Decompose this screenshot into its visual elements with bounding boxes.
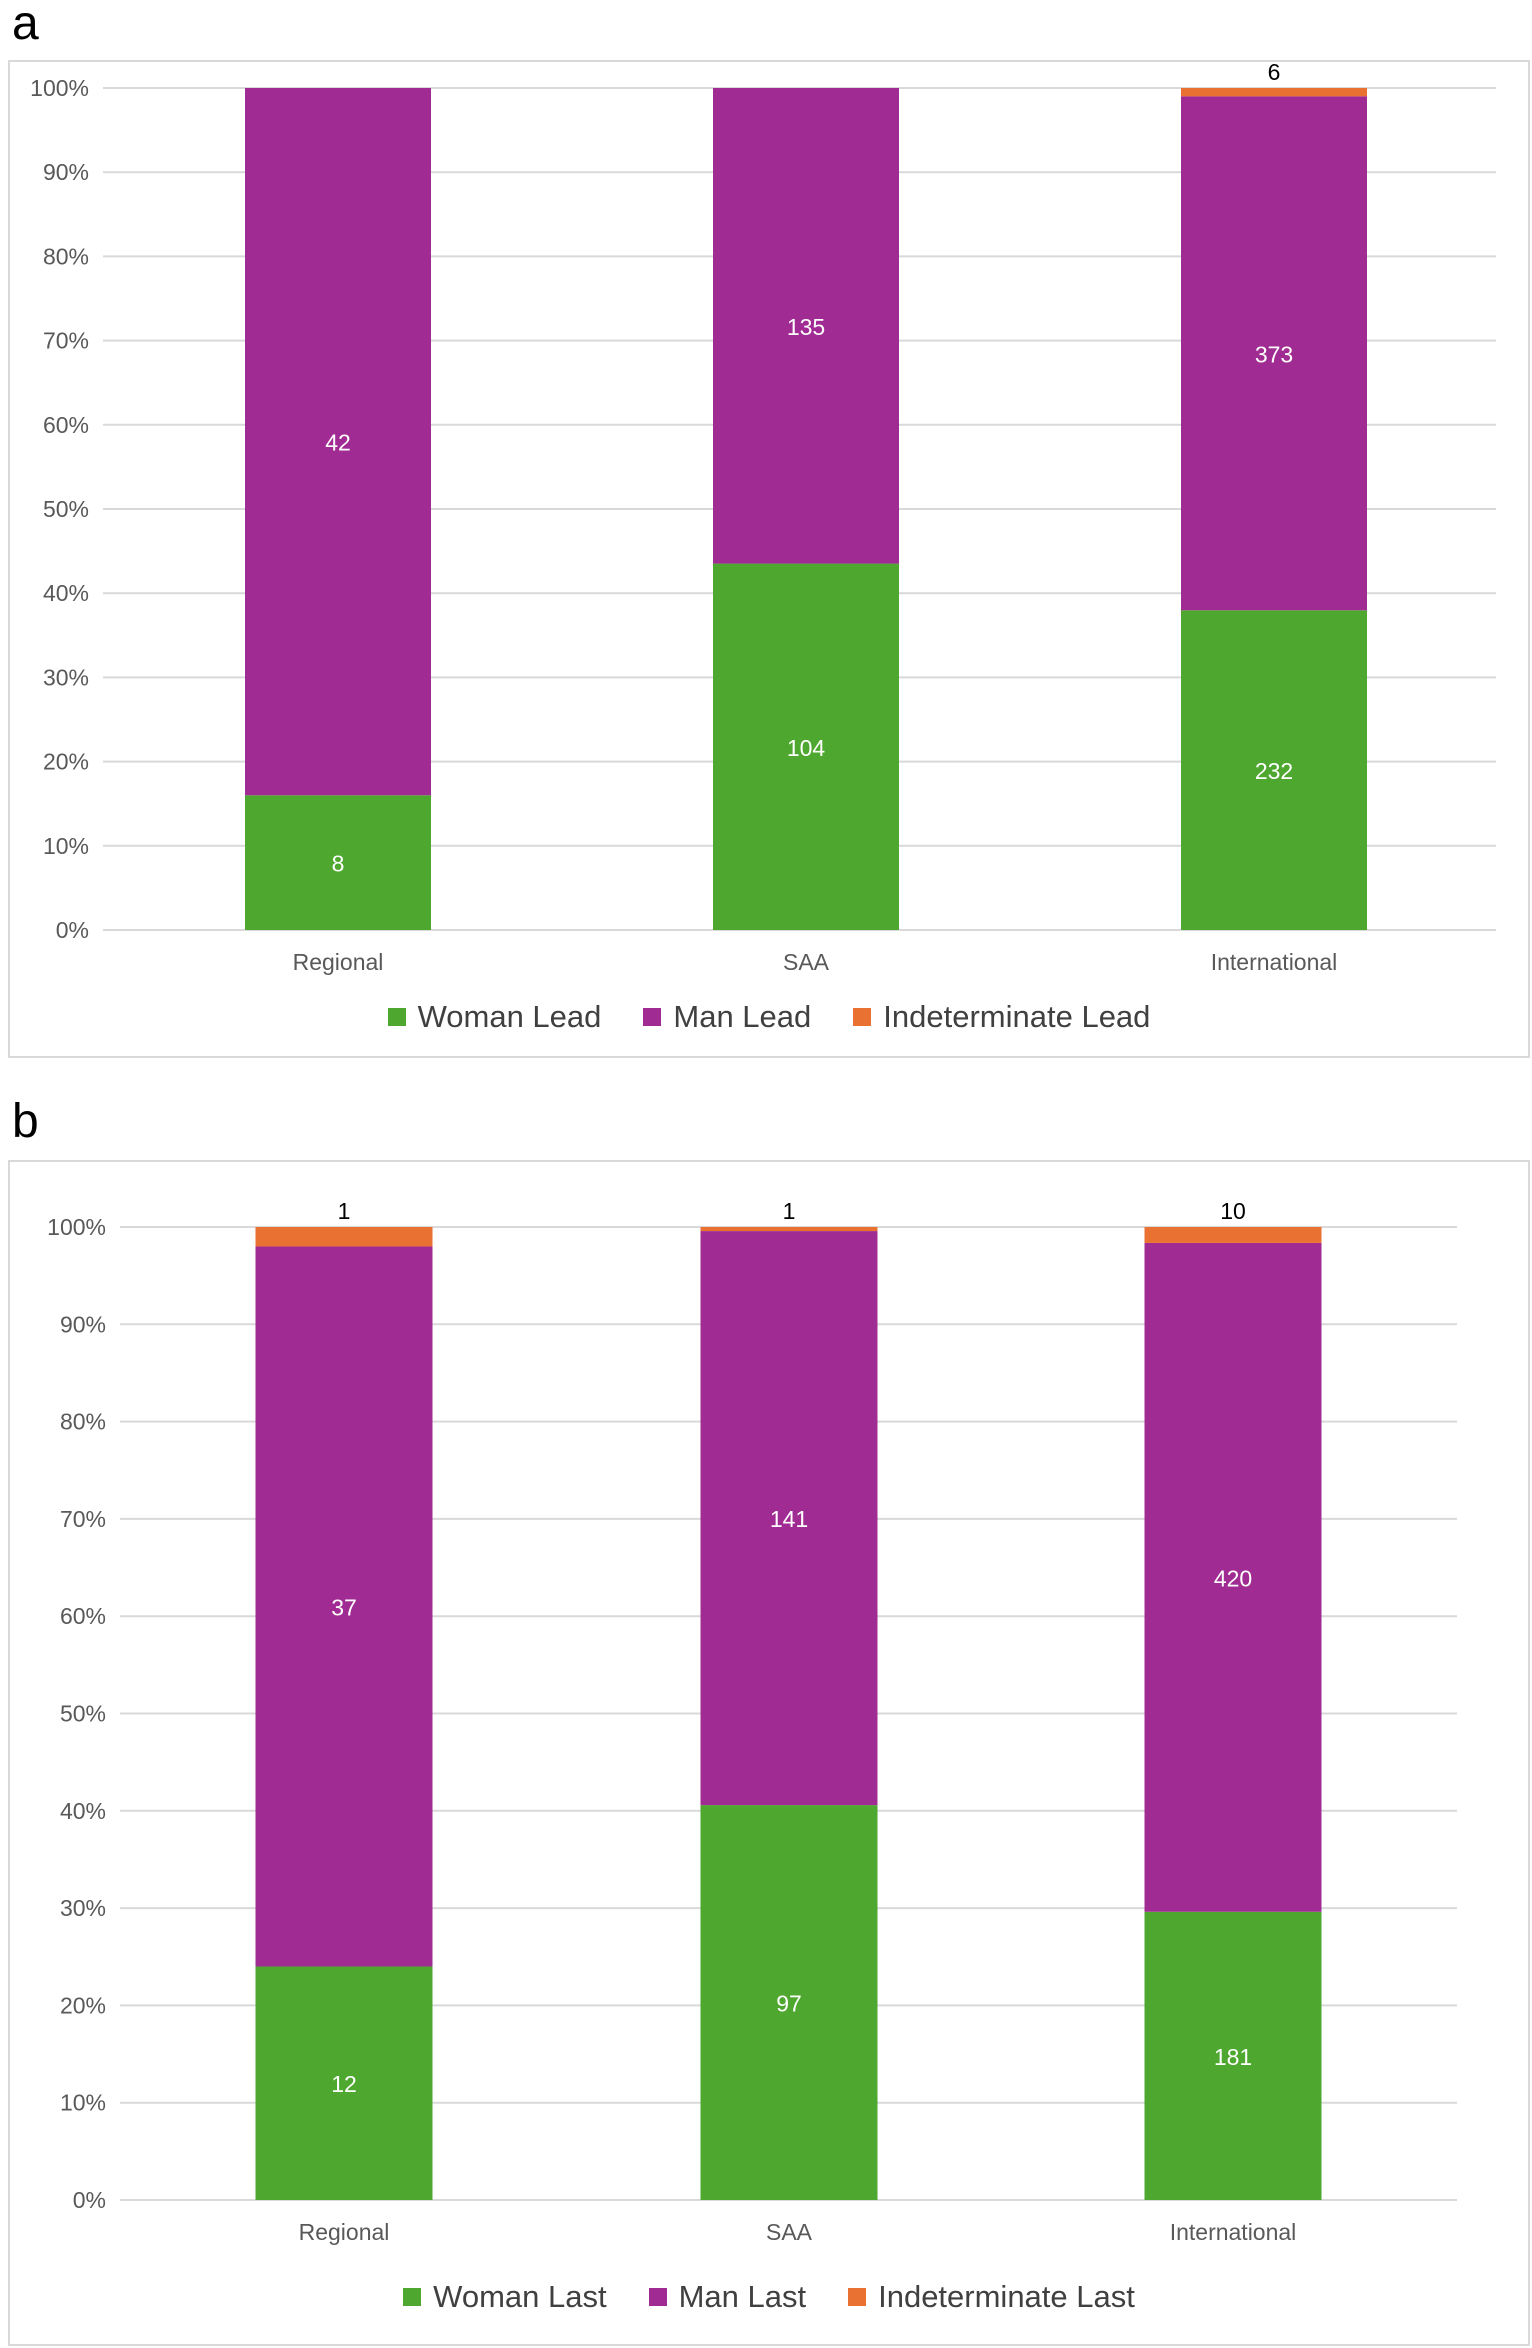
panel-label-b: b bbox=[12, 1095, 39, 1148]
legend-label: Man Last bbox=[678, 2279, 807, 2314]
data-label: 42 bbox=[325, 430, 351, 456]
y-tick-label: 90% bbox=[43, 159, 89, 185]
bar-segment bbox=[245, 795, 431, 930]
legend-label: Man Lead bbox=[673, 999, 812, 1034]
x-tick-label: SAA bbox=[766, 2219, 813, 2245]
legend-swatch bbox=[853, 1008, 872, 1026]
legend-item: Woman Lead bbox=[387, 999, 602, 1035]
legend-item: Woman Last bbox=[403, 2279, 607, 2315]
bar-segment bbox=[245, 88, 431, 796]
y-tick-label: 20% bbox=[43, 749, 89, 775]
legend-item: Indeterminate Last bbox=[848, 2279, 1135, 2315]
x-tick-label: International bbox=[1211, 949, 1338, 975]
data-label: 232 bbox=[1255, 758, 1293, 784]
bar-segment bbox=[700, 1231, 878, 1806]
data-label: 181 bbox=[1214, 2044, 1252, 2070]
data-label: 8 bbox=[332, 851, 345, 877]
y-tick-label: 20% bbox=[60, 1992, 106, 2018]
bar-segment bbox=[1181, 610, 1367, 930]
legend-swatch bbox=[403, 2288, 422, 2306]
y-tick-label: 100% bbox=[47, 1214, 106, 1240]
legend-item: Man Last bbox=[648, 2279, 807, 2315]
x-tick-label: Regional bbox=[293, 949, 384, 975]
data-label: 141 bbox=[770, 1506, 808, 1532]
legend-label: Woman Last bbox=[433, 2279, 607, 2314]
bar-segment bbox=[700, 1227, 878, 1232]
bar-segment bbox=[1181, 96, 1367, 611]
bar-segment bbox=[255, 1966, 433, 2200]
y-tick-label: 50% bbox=[60, 1701, 106, 1727]
legend-item: Indeterminate Lead bbox=[853, 999, 1150, 1035]
y-tick-label: 40% bbox=[60, 1798, 106, 1824]
data-label: 420 bbox=[1214, 1565, 1252, 1591]
bar-segment bbox=[700, 1805, 878, 2200]
legend-swatch bbox=[648, 2288, 667, 2306]
data-label: 1 bbox=[783, 1198, 796, 1224]
data-label: 97 bbox=[776, 1991, 802, 2017]
bar-segment bbox=[1144, 1911, 1322, 2200]
data-label: 135 bbox=[787, 314, 825, 340]
y-tick-label: 80% bbox=[43, 243, 89, 269]
legend-item: Man Lead bbox=[643, 999, 811, 1035]
chart-a-legend: Woman Lead Man Lead Indeterminate Lead bbox=[8, 995, 1530, 1039]
y-tick-label: 40% bbox=[43, 580, 89, 606]
y-tick-label: 70% bbox=[60, 1506, 106, 1532]
y-tick-label: 0% bbox=[73, 2187, 106, 2213]
legend-swatch bbox=[848, 2288, 867, 2306]
y-tick-label: 10% bbox=[60, 2090, 106, 2116]
y-tick-label: 0% bbox=[56, 917, 89, 943]
bar-segment bbox=[1144, 1227, 1322, 1243]
data-label: 104 bbox=[787, 735, 826, 761]
data-label: 373 bbox=[1255, 341, 1293, 367]
y-tick-label: 70% bbox=[43, 328, 89, 354]
data-label: 10 bbox=[1220, 1198, 1246, 1224]
x-tick-label: International bbox=[1170, 2219, 1297, 2245]
legend-label: Woman Lead bbox=[417, 999, 602, 1034]
y-tick-label: 50% bbox=[43, 496, 89, 522]
bar-segment bbox=[1181, 88, 1367, 97]
y-tick-label: 100% bbox=[30, 75, 89, 101]
x-tick-label: SAA bbox=[783, 949, 830, 975]
y-tick-label: 60% bbox=[60, 1603, 106, 1629]
data-label: 12 bbox=[331, 2071, 357, 2097]
chart-b-legend: Woman Last Man Last Indeterminate Last bbox=[8, 2275, 1530, 2319]
bar-segment bbox=[713, 563, 899, 930]
panel-label-a: a bbox=[12, 0, 39, 50]
bar-segment bbox=[713, 88, 899, 564]
y-tick-label: 60% bbox=[43, 412, 89, 438]
legend-swatch bbox=[387, 1008, 406, 1026]
y-tick-label: 90% bbox=[60, 1311, 106, 1337]
y-tick-label: 80% bbox=[60, 1409, 106, 1435]
y-tick-label: 30% bbox=[60, 1895, 106, 1921]
bar-segment bbox=[255, 1246, 433, 1967]
data-label: 37 bbox=[331, 1594, 357, 1620]
bar-segment bbox=[1144, 1242, 1322, 1912]
legend-label: Indeterminate Last bbox=[878, 2279, 1135, 2314]
legend-swatch bbox=[643, 1008, 662, 1026]
bar-segment bbox=[255, 1227, 433, 1247]
data-label: 1 bbox=[338, 1198, 351, 1224]
data-label: 6 bbox=[1268, 59, 1281, 85]
y-tick-label: 30% bbox=[43, 664, 89, 690]
legend-label: Indeterminate Lead bbox=[883, 999, 1151, 1034]
y-tick-label: 10% bbox=[43, 833, 89, 859]
x-tick-label: Regional bbox=[299, 2219, 390, 2245]
